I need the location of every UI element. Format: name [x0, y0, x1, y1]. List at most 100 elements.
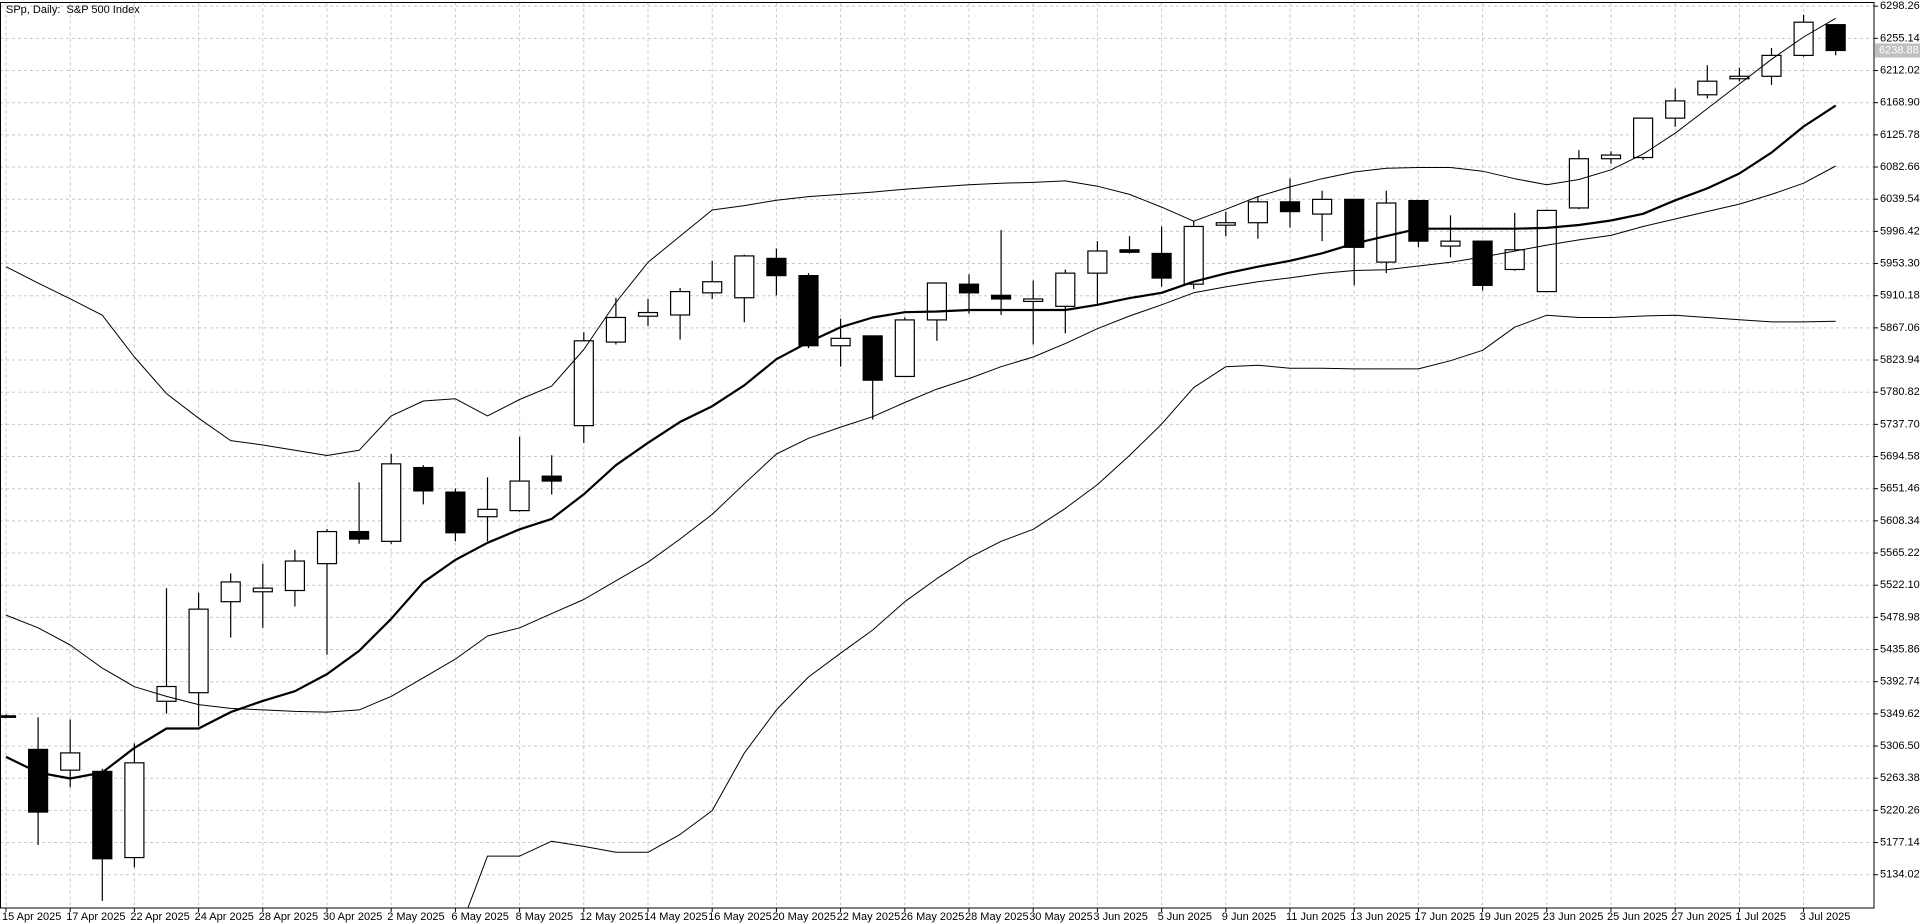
candle-body [381, 463, 402, 542]
x-tick-label: 23 Jun 2025 [1543, 911, 1604, 923]
y-tick-label: 6039.54 [1880, 193, 1920, 205]
x-tick-label: 20 May 2025 [772, 911, 836, 923]
x-tick-label: 15 Apr 2025 [2, 911, 61, 923]
y-tick-label: 6082.66 [1880, 161, 1920, 173]
candle-body [573, 340, 594, 427]
candle-body [1215, 222, 1236, 226]
candle-body [28, 748, 49, 813]
x-tick-label: 25 Jun 2025 [1607, 911, 1668, 923]
candle-body [1536, 209, 1557, 293]
candle-body [1761, 54, 1782, 77]
candle-body [316, 530, 338, 565]
candle-body [605, 316, 627, 343]
candle-body [1793, 21, 1814, 56]
x-tick-label: 28 May 2025 [965, 911, 1029, 923]
candle-body [1504, 249, 1525, 271]
x-tick-label: 14 May 2025 [644, 911, 708, 923]
x-tick-label: 12 May 2025 [580, 911, 644, 923]
indicator-line [5, 165, 1836, 713]
indicator-line [5, 17, 1836, 456]
chart-title: SPp, Daily: S&P 500 Index [6, 4, 140, 16]
plot-frame [0, 2, 1875, 909]
candle-body [1600, 154, 1622, 160]
y-tick-label: 5263.38 [1880, 772, 1920, 784]
y-tick-label: 6255.14 [1880, 32, 1920, 44]
candle-body [1311, 198, 1333, 215]
y-tick-label: 6168.90 [1880, 97, 1920, 109]
candle-body [541, 475, 562, 482]
candle-body [669, 290, 691, 316]
candle-body [702, 281, 723, 294]
candle-body [637, 311, 659, 317]
x-tick-label: 17 Apr 2025 [66, 911, 125, 923]
x-tick-label: 3 Jul 2025 [1800, 911, 1851, 923]
y-tick-label: 5522.10 [1880, 579, 1920, 591]
x-tick-label: 19 Jun 2025 [1479, 911, 1540, 923]
candle-body [92, 770, 113, 860]
y-tick-label: 5177.14 [1880, 836, 1920, 848]
candle-body [1023, 298, 1044, 303]
y-tick-label: 6298.26 [1880, 0, 1920, 12]
y-tick-label: 5478.98 [1880, 611, 1920, 623]
x-tick-label: 8 May 2025 [516, 911, 573, 923]
y-tick-label: 6212.02 [1880, 64, 1920, 76]
indicator-line [5, 104, 1837, 780]
x-tick-label: 26 May 2025 [901, 911, 965, 923]
candle-body [1472, 240, 1493, 286]
candle-body [413, 466, 434, 492]
candle-body [926, 282, 948, 321]
x-tick-label: 13 Jun 2025 [1350, 911, 1411, 923]
x-tick-label: 6 May 2025 [451, 911, 508, 923]
candle-body [1087, 250, 1108, 274]
candle-body [1119, 249, 1140, 253]
x-tick-label: 17 Jun 2025 [1414, 911, 1475, 923]
candle-body [220, 581, 241, 603]
x-tick-label: 24 Apr 2025 [195, 911, 254, 923]
candle-body [509, 480, 530, 512]
x-tick-label: 30 Apr 2025 [323, 911, 382, 923]
candle-body [60, 752, 81, 771]
grid [0, 2, 1874, 908]
candle-body [1055, 272, 1076, 307]
candle-body [1568, 158, 1590, 209]
last-price-tag [1875, 43, 1920, 58]
y-tick-label: 5220.26 [1880, 804, 1920, 816]
y-tick-label: 5608.34 [1880, 515, 1920, 527]
candle-body [958, 283, 980, 294]
candle-body [830, 337, 851, 347]
plot [0, 14, 1846, 908]
candle-body [862, 335, 883, 381]
candle-body [1151, 252, 1172, 279]
candle-body [1344, 198, 1365, 248]
x-tick-label: 9 Jun 2025 [1222, 911, 1276, 923]
candle-body [1729, 75, 1750, 80]
y-tick-label: 5651.46 [1880, 483, 1920, 495]
y-tick-label: 5392.74 [1880, 676, 1920, 688]
x-tick-label: 16 May 2025 [708, 911, 772, 923]
x-tick-label: 2 May 2025 [387, 911, 444, 923]
x-tick-label: 30 May 2025 [1029, 911, 1093, 923]
x-tick-label: 5 Jun 2025 [1158, 911, 1212, 923]
y-tick-label: 5737.70 [1880, 418, 1920, 430]
y-tick-label: 5780.82 [1880, 386, 1920, 398]
y-tick-label: 5349.62 [1880, 708, 1920, 720]
candle-body [0, 715, 17, 718]
candle-body [1408, 199, 1429, 242]
candle-body [990, 294, 1012, 300]
x-tick-label: 1 Jul 2025 [1735, 911, 1786, 923]
candle-body [894, 319, 915, 378]
y-tick-label: 5996.42 [1880, 225, 1920, 237]
y-tick-label: 6125.78 [1880, 129, 1920, 141]
y-tick-label: 5867.06 [1880, 322, 1920, 334]
candle-body [766, 257, 787, 277]
last-price-label: 6238.88 [1879, 44, 1919, 56]
candle-body [1279, 201, 1301, 213]
candle-body [349, 530, 370, 540]
x-tick-label: 11 Jun 2025 [1286, 911, 1346, 923]
candle-body [1825, 24, 1846, 52]
x-tick-label: 27 Jun 2025 [1671, 911, 1732, 923]
y-tick-label: 5435.86 [1880, 643, 1920, 655]
candle-body [1376, 202, 1397, 263]
